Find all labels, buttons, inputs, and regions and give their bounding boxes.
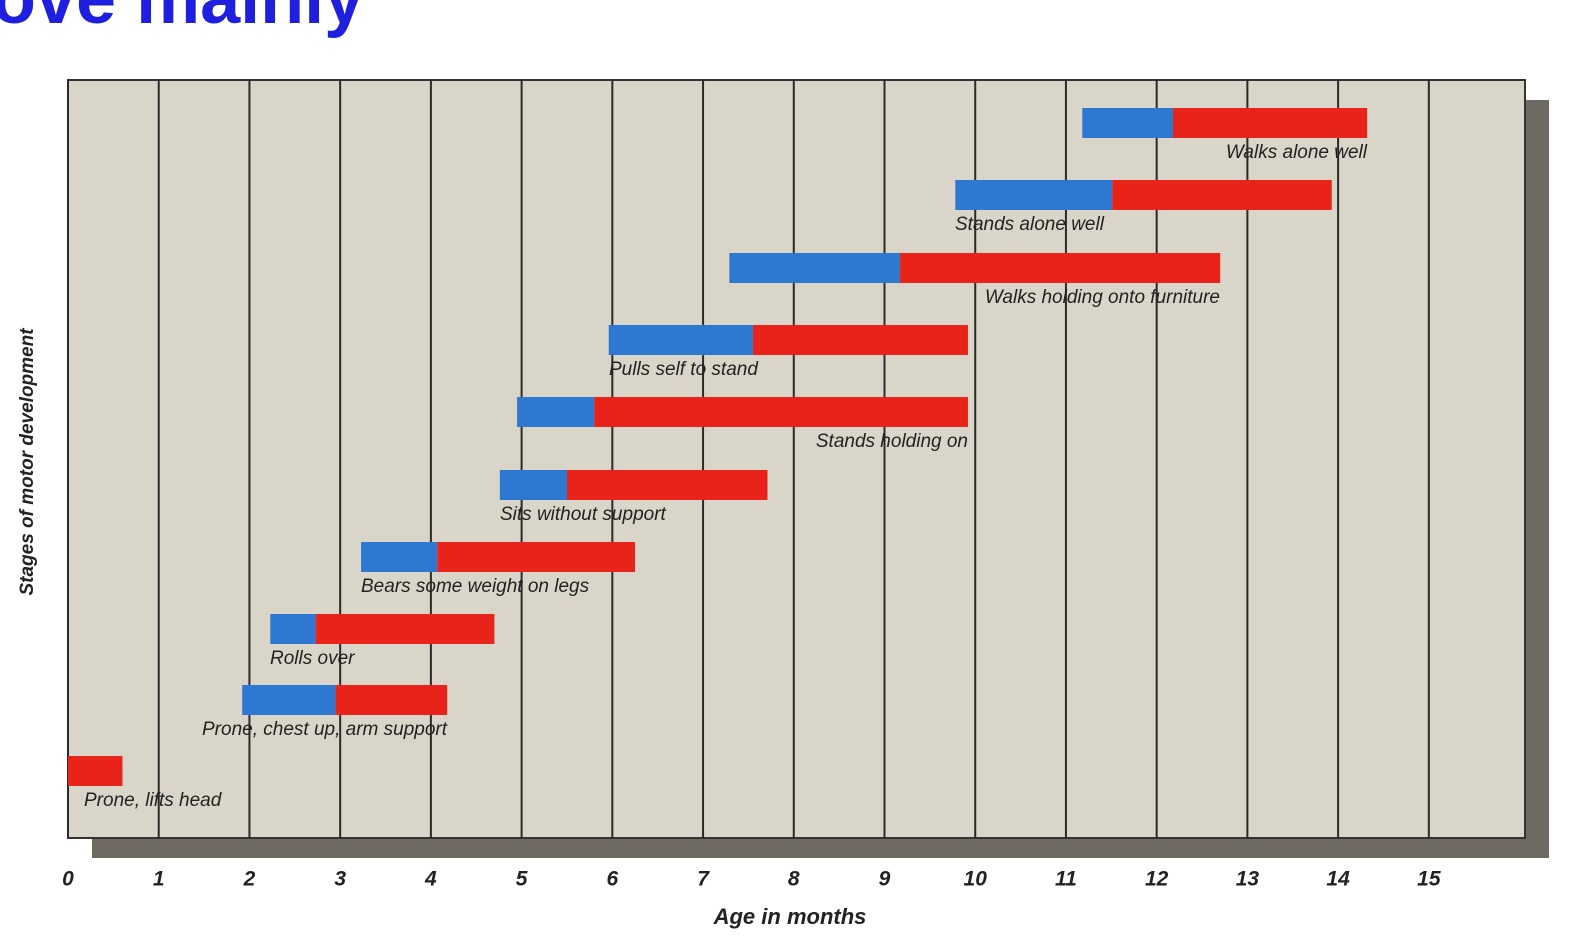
early-bar xyxy=(361,542,438,572)
late-bar xyxy=(68,756,123,786)
late-bar xyxy=(1172,108,1368,138)
x-tick-label: 7 xyxy=(697,868,710,891)
x-tick-label: 10 xyxy=(964,868,988,891)
stage-label: Prone, lifts head xyxy=(84,790,223,811)
stage-label: Walks holding onto furniture xyxy=(985,287,1220,308)
stage-label: Stands alone well xyxy=(955,214,1105,235)
early-bar xyxy=(242,685,336,715)
early-bar xyxy=(517,397,595,427)
x-tick-label: 4 xyxy=(424,868,437,891)
x-tick-label: 9 xyxy=(879,868,891,891)
x-tick-label: 1 xyxy=(153,868,165,891)
stage-label: Pulls self to stand xyxy=(609,359,759,380)
x-tick-label: 8 xyxy=(788,868,800,891)
x-tick-label: 0 xyxy=(62,868,74,891)
x-tick-label: 12 xyxy=(1145,868,1169,891)
early-bar xyxy=(1082,108,1173,138)
early-bar xyxy=(608,325,753,355)
late-bar xyxy=(315,614,495,644)
late-bar xyxy=(437,542,636,572)
x-tick-label: 5 xyxy=(516,868,528,891)
early-bar xyxy=(955,180,1113,210)
stage-label: Rolls over xyxy=(270,648,355,669)
x-tick-label: 3 xyxy=(334,868,346,891)
early-bar xyxy=(729,253,900,283)
early-bar xyxy=(270,614,316,644)
late-bar xyxy=(752,325,968,355)
stage-label: Bears some weight on legs xyxy=(361,576,590,597)
early-bar xyxy=(499,470,567,500)
x-tick-label: 2 xyxy=(243,868,256,891)
y-axis-label: Stages of motor development xyxy=(17,328,38,596)
stage-label: Sits without support xyxy=(500,504,667,525)
late-bar xyxy=(335,685,448,715)
x-tick-label: 11 xyxy=(1055,868,1077,891)
x-tick-label: 6 xyxy=(606,868,618,891)
late-bar xyxy=(899,253,1221,283)
stage-label: Walks alone well xyxy=(1226,142,1368,163)
x-tick-label: 15 xyxy=(1417,868,1441,891)
x-axis-label: Age in months xyxy=(713,904,867,929)
late-bar xyxy=(594,397,968,427)
stage-label: Prone, chest up, arm support xyxy=(202,719,448,740)
stage-label: Stands holding on xyxy=(816,431,968,452)
late-bar xyxy=(1112,180,1332,210)
x-tick-label: 14 xyxy=(1326,868,1350,891)
late-bar xyxy=(566,470,768,500)
x-tick-label: 13 xyxy=(1236,868,1260,891)
chart-title: ove mainly xyxy=(0,0,364,39)
